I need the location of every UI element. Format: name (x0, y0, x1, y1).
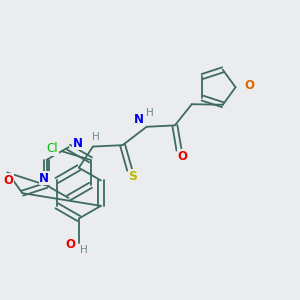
Text: O: O (178, 150, 188, 163)
Text: H: H (146, 108, 154, 118)
Text: H: H (80, 244, 88, 255)
Text: N: N (73, 137, 83, 150)
Text: O: O (4, 174, 14, 187)
Text: N: N (39, 172, 49, 185)
Text: N: N (134, 113, 144, 126)
Text: S: S (129, 170, 138, 183)
Text: H: H (92, 132, 100, 142)
Text: O: O (244, 80, 255, 92)
Text: O: O (65, 238, 76, 251)
Text: Cl: Cl (46, 142, 58, 155)
